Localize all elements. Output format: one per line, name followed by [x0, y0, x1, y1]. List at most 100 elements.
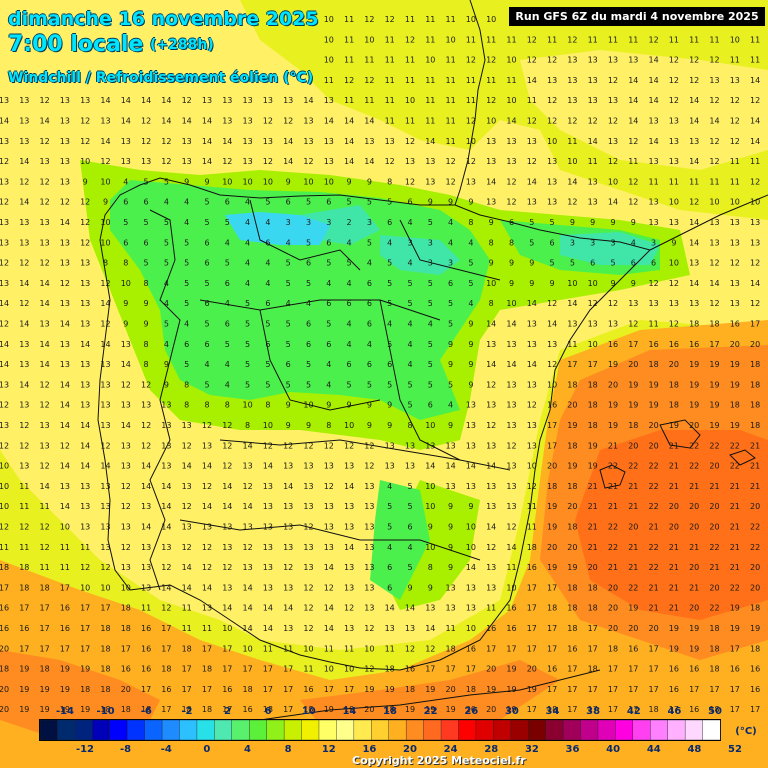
- forecast-date: dimanche 16 novembre 2025: [8, 8, 319, 30]
- grid-value: 14: [364, 117, 374, 126]
- grid-value: 12: [669, 279, 679, 288]
- grid-value: 5: [164, 320, 169, 329]
- grid-value: 11: [506, 563, 516, 572]
- grid-value: 20: [709, 583, 719, 592]
- grid-value: 19: [506, 685, 516, 694]
- grid-value: 4: [468, 299, 473, 308]
- grid-value: 14: [750, 117, 760, 126]
- grid-value: 13: [182, 157, 192, 166]
- grid-value: 13: [100, 380, 110, 389]
- legend-swatch: [528, 719, 547, 741]
- grid-value: 14: [40, 299, 50, 308]
- grid-value: 14: [19, 320, 29, 329]
- grid-value: 6: [306, 320, 311, 329]
- grid-value: 18: [40, 665, 50, 674]
- grid-value: 17: [628, 665, 638, 674]
- grid-value: 12: [0, 198, 9, 207]
- grid-value: 14: [263, 624, 273, 633]
- grid-value: 14: [243, 441, 253, 450]
- grid-value: 16: [405, 665, 415, 674]
- grid-value: 19: [730, 380, 740, 389]
- grid-value: 12: [40, 198, 50, 207]
- grid-value: 5: [306, 279, 311, 288]
- grid-value: 13: [40, 238, 50, 247]
- grid-value: 17: [709, 685, 719, 694]
- grid-value: 4: [407, 218, 412, 227]
- grid-value: 10: [303, 401, 313, 410]
- grid-value: 13: [121, 563, 131, 572]
- grid-value: 18: [182, 705, 192, 714]
- grid-value: 3: [306, 218, 311, 227]
- legend-swatch: [510, 719, 529, 741]
- grid-value: 10: [547, 380, 557, 389]
- grid-value: 13: [567, 76, 577, 85]
- grid-value: 14: [222, 502, 232, 511]
- legend-swatch: [580, 719, 599, 741]
- grid-value: 13: [608, 96, 618, 105]
- grid-value: 9: [468, 198, 473, 207]
- grid-value: 20: [649, 421, 659, 430]
- grid-value: 17: [324, 685, 334, 694]
- grid-value: 18: [588, 583, 598, 592]
- grid-value: 10: [730, 35, 740, 44]
- grid-value: 8: [245, 421, 250, 430]
- grid-value: 17: [547, 624, 557, 633]
- grid-value: 20: [649, 441, 659, 450]
- grid-value: 17: [608, 665, 618, 674]
- grid-value: 17: [730, 644, 740, 653]
- grid-value: 8: [123, 259, 128, 268]
- grid-value: 10: [608, 177, 618, 186]
- border-line: [259, 309, 381, 411]
- grid-value: 12: [182, 96, 192, 105]
- grid-value: 18: [709, 705, 719, 714]
- grid-value: 13: [121, 462, 131, 471]
- grid-value: 10: [425, 421, 435, 430]
- grid-value: 12: [709, 137, 719, 146]
- grid-value: 4: [286, 299, 291, 308]
- grid-value: 18: [121, 705, 131, 714]
- grid-value: 14: [324, 624, 334, 633]
- grid-value: 9: [448, 502, 453, 511]
- grid-value: 19: [547, 502, 557, 511]
- grid-value: 13: [730, 299, 740, 308]
- grid-value: 5: [610, 259, 615, 268]
- grid-value: 13: [324, 543, 334, 552]
- grid-value: 5: [428, 380, 433, 389]
- grid-value: 6: [367, 320, 372, 329]
- grid-value: 13: [649, 198, 659, 207]
- grid-value: 6: [387, 583, 392, 592]
- grid-value: 13: [466, 482, 476, 491]
- grid-value: 14: [182, 563, 192, 572]
- grid-value: 20: [527, 665, 537, 674]
- grid-value: 13: [344, 523, 354, 532]
- grid-value: 13: [121, 401, 131, 410]
- grid-value: 9: [468, 360, 473, 369]
- grid-value: 12: [80, 238, 90, 247]
- grid-value: 18: [669, 401, 679, 410]
- grid-value: 11: [80, 543, 90, 552]
- grid-value: 9: [489, 259, 494, 268]
- grid-value: 13: [100, 360, 110, 369]
- grid-value: 13: [19, 117, 29, 126]
- grid-value: 19: [567, 421, 577, 430]
- grid-value: 13: [649, 299, 659, 308]
- grid-value: 10: [364, 644, 374, 653]
- grid-value: 22: [730, 441, 740, 450]
- grid-value: 14: [100, 299, 110, 308]
- grid-value: 20: [486, 665, 496, 674]
- grid-value: 20: [0, 685, 9, 694]
- grid-value: 12: [405, 177, 415, 186]
- grid-value: 6: [204, 340, 209, 349]
- grid-value: 9: [468, 320, 473, 329]
- grid-value: 13: [141, 543, 151, 552]
- grid-value: 13: [263, 583, 273, 592]
- grid-value: 13: [486, 157, 496, 166]
- grid-value: 11: [405, 56, 415, 65]
- grid-value: 12: [709, 56, 719, 65]
- grid-value: 18: [709, 665, 719, 674]
- grid-value: 11: [344, 96, 354, 105]
- grid-value: 20: [669, 523, 679, 532]
- grid-value: 13: [161, 401, 171, 410]
- grid-value: 18: [80, 685, 90, 694]
- grid-value: 6: [326, 198, 331, 207]
